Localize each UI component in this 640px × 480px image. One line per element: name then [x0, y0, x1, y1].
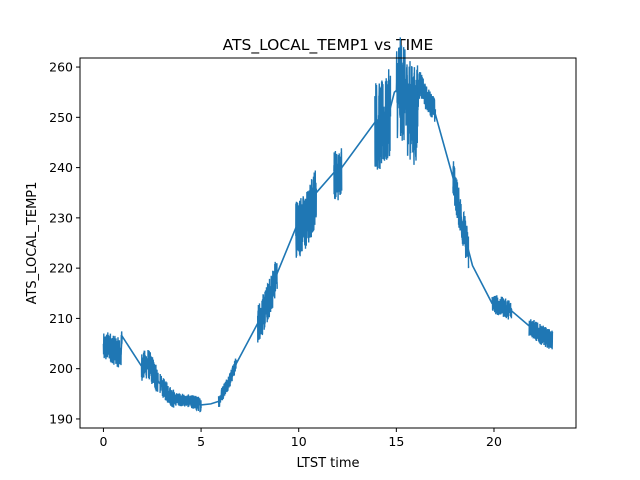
series-noise-segment — [333, 148, 343, 201]
y-tick-label: 240 — [49, 160, 73, 175]
x-axis: 0 5 10 15 20 — [99, 428, 502, 449]
series-noise-segment — [217, 358, 237, 408]
series-trend-line — [103, 81, 554, 406]
series-line — [102, 37, 554, 413]
series-noise-segment — [295, 170, 317, 258]
series-noise-segment — [140, 350, 159, 392]
y-tick-label: 220 — [49, 261, 73, 276]
series-noise-segment — [257, 261, 278, 343]
x-tick-label: 5 — [197, 434, 205, 449]
series-noise-segment — [374, 69, 392, 170]
x-tick-label: 20 — [486, 434, 502, 449]
chart-title: ATS_LOCAL_TEMP1 vs TIME — [223, 36, 434, 55]
series-noise-segment — [452, 161, 470, 269]
y-tick-label: 260 — [49, 60, 73, 75]
series-noise-segment — [395, 37, 419, 165]
series-noise-segment — [491, 295, 513, 320]
x-axis-label: LTST time — [296, 456, 359, 471]
y-axis: 190 200 210 220 230 240 250 260 — [49, 60, 80, 426]
y-tick-label: 190 — [49, 411, 73, 426]
series-noise-segment — [528, 319, 554, 350]
y-tick-label: 210 — [49, 311, 73, 326]
x-tick-label: 0 — [99, 434, 107, 449]
series-noise-segment — [102, 331, 123, 368]
y-tick-label: 250 — [49, 110, 73, 125]
series-noise-segment — [417, 72, 437, 122]
y-tick-label: 200 — [49, 361, 73, 376]
series-noise-segment — [190, 395, 202, 413]
y-tick-label: 230 — [49, 210, 73, 225]
x-tick-label: 10 — [291, 434, 307, 449]
x-tick-label: 15 — [388, 434, 404, 449]
y-axis-label: ATS_LOCAL_TEMP1 — [25, 182, 40, 305]
plot-area-frame — [79, 57, 577, 429]
